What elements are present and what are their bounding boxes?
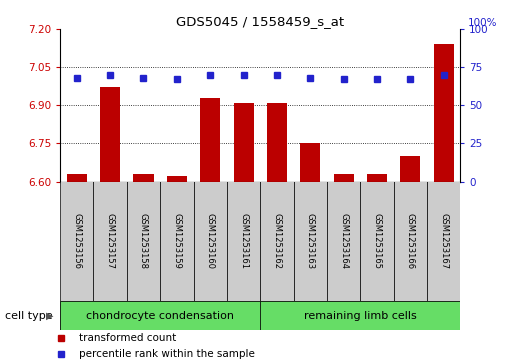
Bar <box>334 174 354 182</box>
Bar <box>60 301 260 330</box>
Bar <box>400 156 420 182</box>
Text: GSM1253156: GSM1253156 <box>72 213 81 269</box>
Bar <box>167 176 187 182</box>
Bar <box>200 98 220 182</box>
Text: remaining limb cells: remaining limb cells <box>304 311 417 321</box>
Text: GSM1253157: GSM1253157 <box>106 213 115 269</box>
Text: ▶: ▶ <box>46 311 53 321</box>
Text: GSM1253159: GSM1253159 <box>173 213 181 269</box>
Bar <box>227 182 260 301</box>
Bar <box>60 182 94 301</box>
Bar <box>367 174 387 182</box>
Text: GSM1253163: GSM1253163 <box>306 213 315 269</box>
Bar <box>133 174 154 182</box>
Bar <box>360 182 393 301</box>
Text: transformed count: transformed count <box>79 333 176 343</box>
Bar <box>260 301 460 330</box>
Bar <box>160 182 194 301</box>
Bar <box>427 182 460 301</box>
Text: GSM1253158: GSM1253158 <box>139 213 148 269</box>
Title: GDS5045 / 1558459_s_at: GDS5045 / 1558459_s_at <box>176 15 344 28</box>
Text: GSM1253167: GSM1253167 <box>439 213 448 269</box>
Text: GSM1253161: GSM1253161 <box>239 213 248 269</box>
Bar <box>327 182 360 301</box>
Bar <box>267 103 287 182</box>
Bar <box>67 174 87 182</box>
Text: percentile rank within the sample: percentile rank within the sample <box>79 348 255 359</box>
Text: 100%: 100% <box>468 17 498 28</box>
Bar <box>300 143 320 182</box>
Bar <box>434 44 453 182</box>
Bar <box>94 182 127 301</box>
Text: GSM1253162: GSM1253162 <box>272 213 281 269</box>
Text: GSM1253166: GSM1253166 <box>406 213 415 269</box>
Bar <box>260 182 293 301</box>
Bar <box>194 182 227 301</box>
Text: chondrocyte condensation: chondrocyte condensation <box>86 311 234 321</box>
Text: cell type: cell type <box>5 311 53 321</box>
Bar <box>233 103 254 182</box>
Bar <box>127 182 160 301</box>
Bar <box>100 87 120 182</box>
Bar <box>293 182 327 301</box>
Text: GSM1253165: GSM1253165 <box>372 213 381 269</box>
Text: GSM1253164: GSM1253164 <box>339 213 348 269</box>
Bar <box>394 182 427 301</box>
Text: GSM1253160: GSM1253160 <box>206 213 214 269</box>
